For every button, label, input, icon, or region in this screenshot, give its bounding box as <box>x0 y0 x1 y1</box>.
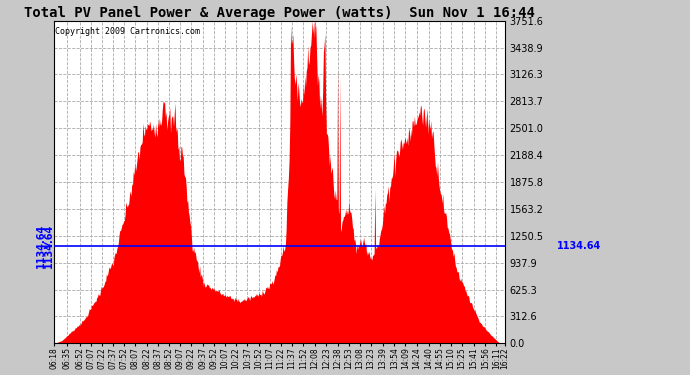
Title: Total PV Panel Power & Average Power (watts)  Sun Nov 1 16:44: Total PV Panel Power & Average Power (wa… <box>24 6 535 20</box>
Text: Copyright 2009 Cartronics.com: Copyright 2009 Cartronics.com <box>55 27 200 36</box>
Text: 1134.64: 1134.64 <box>558 241 602 251</box>
Text: 1134.64: 1134.64 <box>36 224 46 268</box>
Text: 1134.64: 1134.64 <box>43 224 54 268</box>
